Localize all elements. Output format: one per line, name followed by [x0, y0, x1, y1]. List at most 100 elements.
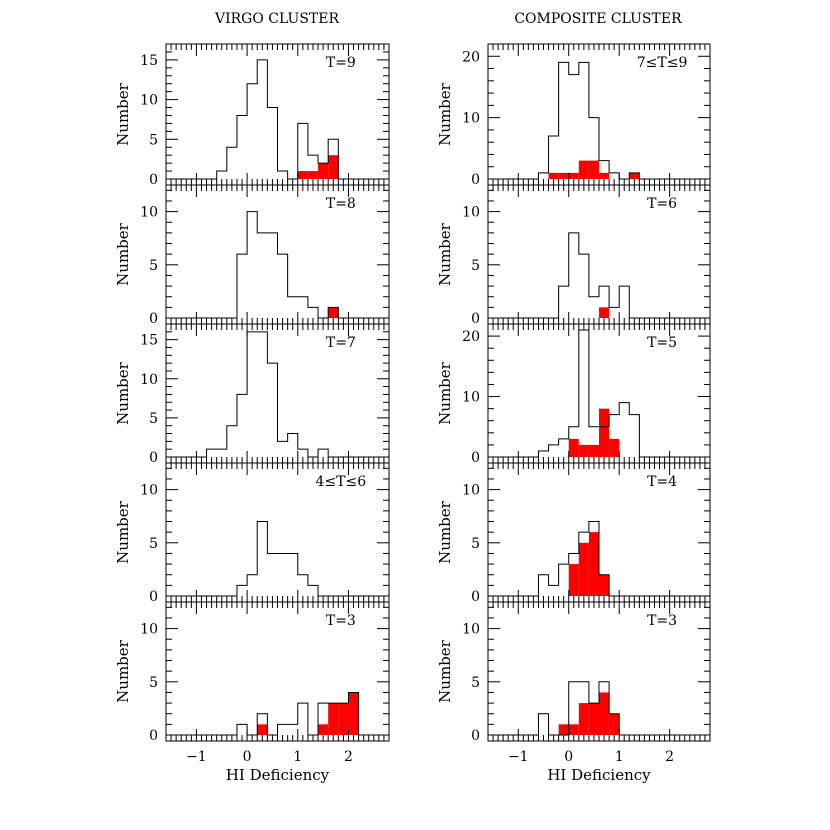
x-tick-label: 0	[243, 749, 252, 765]
panel-type-label: T=5	[647, 335, 677, 351]
red-bar	[348, 692, 359, 735]
panel-type-label: T=3	[326, 613, 356, 629]
y-tick-label: 10	[462, 622, 480, 638]
y-tick-label: 0	[471, 311, 480, 327]
y-tick-label: 0	[149, 311, 158, 327]
y-tick-label: 5	[471, 258, 480, 274]
y-tick-label: 5	[149, 132, 158, 148]
y-axis-label: Number	[114, 222, 132, 285]
panel-type-label: T=9	[326, 55, 356, 71]
y-tick-label: 10	[462, 111, 480, 127]
panel-virgo-T4-6: 0 5 10 4≤T≤6 Number	[114, 462, 390, 605]
y-tick-label: 10	[462, 483, 480, 499]
red-bar	[328, 307, 339, 318]
y-tick-label: 5	[149, 258, 158, 274]
y-tick-label: 5	[149, 675, 158, 691]
y-axis-label: Number	[436, 222, 454, 285]
red-bar	[568, 438, 579, 457]
y-tick-label: 0	[149, 450, 158, 466]
red-bar	[318, 163, 329, 179]
red-bar	[568, 172, 579, 179]
red-bar	[307, 171, 319, 179]
y-tick-label: 10	[140, 372, 158, 388]
panel-composite-T7-9: 0 10 20 7≤T≤9 Number	[436, 43, 711, 188]
red-bar	[588, 703, 599, 735]
red-bar	[578, 444, 589, 457]
y-tick-label: 10	[140, 622, 158, 638]
y-tick-label: 5	[471, 536, 480, 552]
red-bar	[588, 160, 599, 179]
histogram-outline	[166, 521, 389, 597]
red-bar	[558, 724, 569, 735]
red-bar	[629, 172, 640, 179]
red-bar	[338, 703, 349, 735]
composite-cluster-title: COMPOSITE CLUSTER	[514, 11, 682, 27]
panel-type-label: T=6	[647, 196, 677, 212]
panel-composite-T5: 0 10 20 T=5 Number	[436, 323, 711, 466]
red-bar	[568, 564, 579, 596]
x-tick-label: −1	[186, 749, 207, 765]
y-tick-label: 0	[149, 728, 158, 744]
virgo-cluster-title: VIRGO CLUSTER	[214, 11, 339, 27]
red-bar	[328, 155, 339, 179]
panel-type-label: T=4	[647, 474, 677, 490]
y-tick-label: 20	[462, 329, 480, 345]
y-tick-label: 15	[140, 53, 158, 69]
y-tick-label: 10	[140, 205, 158, 221]
panel-virgo-T7: 0 5 10 15 T=7 Number	[114, 323, 390, 466]
panel-type-label: 4≤T≤6	[316, 474, 367, 490]
y-axis-label: Number	[114, 500, 132, 563]
red-bar	[257, 724, 268, 735]
y-tick-label: 10	[140, 483, 158, 499]
red-bar	[599, 574, 610, 596]
y-axis-label: Number	[114, 361, 132, 424]
y-tick-label: 10	[140, 93, 158, 109]
red-bar	[297, 171, 308, 179]
red-bar	[578, 703, 589, 735]
panel-composite-T6: 0 5 10 T=6 Number	[436, 184, 711, 327]
panel-composite-T3: 0 5 10 T=3 Number −1 0 1 2 HI Deficiency	[436, 601, 711, 784]
panel-virgo-T9: 0 5 10 15 T=9 Number	[114, 43, 390, 188]
red-bar	[558, 172, 569, 179]
red-bar	[568, 724, 579, 735]
red-bar	[318, 724, 329, 735]
red-bar	[599, 408, 610, 457]
x-tick-label: −1	[508, 749, 529, 765]
red-bar	[599, 172, 610, 179]
panel-virgo-T3: 0 5 10 T=3 Number −1 0 1 2 HI Deficiency	[114, 601, 390, 784]
panel-composite-T4: 0 5 10 T=4 Number	[436, 462, 711, 605]
histogram-outline	[488, 329, 710, 458]
x-tick-label: 1	[615, 749, 624, 765]
histogram-outline	[488, 521, 710, 597]
y-axis-label: Number	[436, 500, 454, 563]
y-tick-label: 5	[149, 411, 158, 427]
y-tick-label: 0	[471, 728, 480, 744]
x-axis-label: HI Deficiency	[547, 766, 651, 784]
y-axis-label: Number	[436, 361, 454, 424]
y-axis-label: Number	[436, 639, 454, 702]
red-bar	[609, 438, 620, 457]
red-bar	[609, 713, 620, 735]
panel-type-label: T=8	[326, 196, 356, 212]
y-axis-label: Number	[114, 639, 132, 702]
red-bar	[578, 160, 589, 179]
x-axis-label: HI Deficiency	[226, 766, 330, 784]
histogram-outline	[488, 232, 710, 319]
panel-virgo-T8: 0 5 10 T=8 Number	[114, 184, 390, 327]
histogram-outline	[488, 61, 710, 180]
y-tick-label: 0	[471, 589, 480, 605]
x-tick-label: 0	[564, 749, 573, 765]
y-tick-label: 5	[149, 536, 158, 552]
panel-type-label: 7≤T≤9	[637, 55, 688, 71]
histogram-outline	[166, 331, 389, 458]
y-tick-label: 15	[140, 333, 158, 349]
y-tick-label: 5	[471, 675, 480, 691]
y-tick-label: 0	[471, 172, 480, 188]
red-bar	[578, 542, 589, 596]
red-bar	[599, 307, 610, 318]
x-tick-label: 2	[344, 749, 353, 765]
y-tick-label: 20	[462, 49, 480, 65]
red-bar	[599, 692, 610, 735]
